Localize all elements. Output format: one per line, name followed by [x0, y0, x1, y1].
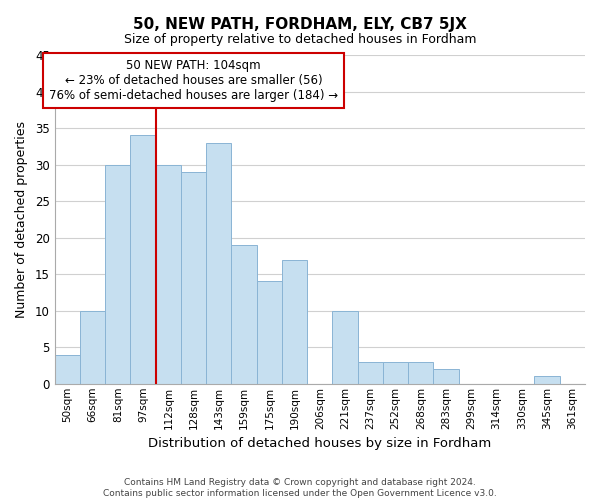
- Bar: [535, 376, 560, 384]
- Bar: [358, 362, 383, 384]
- Text: 50, NEW PATH, FORDHAM, ELY, CB7 5JX: 50, NEW PATH, FORDHAM, ELY, CB7 5JX: [133, 18, 467, 32]
- Bar: [433, 369, 459, 384]
- Bar: [80, 310, 105, 384]
- Bar: [257, 282, 282, 384]
- Bar: [332, 310, 358, 384]
- Text: Size of property relative to detached houses in Fordham: Size of property relative to detached ho…: [124, 32, 476, 46]
- Bar: [206, 142, 232, 384]
- Text: Contains HM Land Registry data © Crown copyright and database right 2024.
Contai: Contains HM Land Registry data © Crown c…: [103, 478, 497, 498]
- X-axis label: Distribution of detached houses by size in Fordham: Distribution of detached houses by size …: [148, 437, 491, 450]
- Bar: [55, 354, 80, 384]
- Bar: [408, 362, 433, 384]
- Bar: [232, 245, 257, 384]
- Bar: [282, 260, 307, 384]
- Bar: [130, 136, 155, 384]
- Bar: [155, 164, 181, 384]
- Text: 50 NEW PATH: 104sqm
← 23% of detached houses are smaller (56)
76% of semi-detach: 50 NEW PATH: 104sqm ← 23% of detached ho…: [49, 58, 338, 102]
- Bar: [181, 172, 206, 384]
- Bar: [383, 362, 408, 384]
- Bar: [105, 164, 130, 384]
- Y-axis label: Number of detached properties: Number of detached properties: [15, 121, 28, 318]
